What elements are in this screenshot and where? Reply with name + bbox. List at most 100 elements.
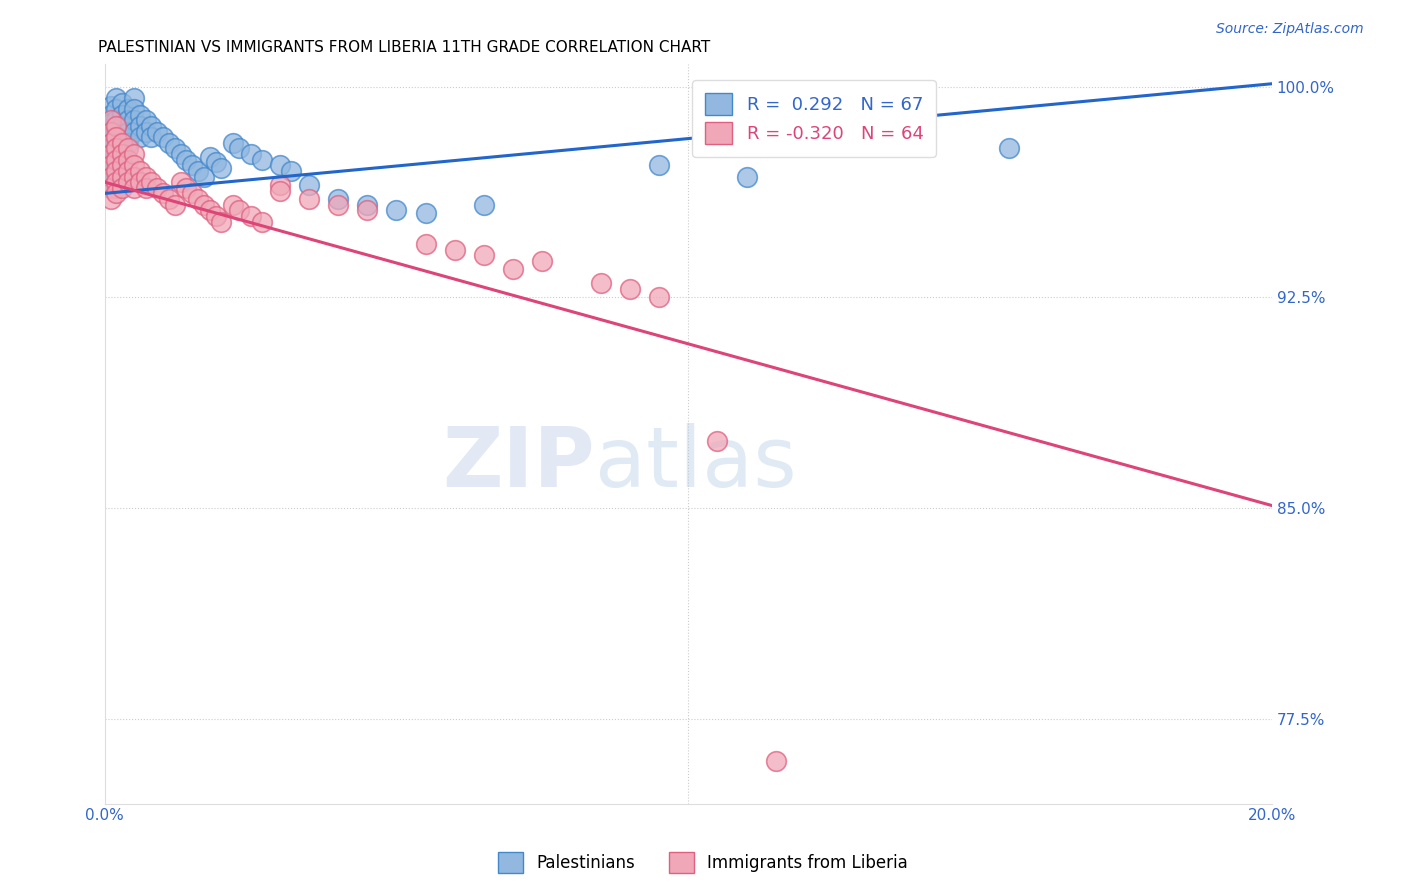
Point: [128, 119, 150, 133]
Point: [146, 181, 169, 195]
Point: [111, 108, 134, 122]
Point: [117, 124, 139, 138]
Point: [105, 186, 128, 201]
Text: atlas: atlas: [595, 423, 797, 504]
Point: [181, 158, 204, 172]
Point: [169, 147, 191, 161]
Point: [111, 164, 134, 178]
Point: [298, 192, 321, 206]
Point: [100, 136, 122, 150]
Point: [100, 147, 122, 161]
Point: [735, 169, 758, 184]
Point: [209, 161, 232, 175]
Point: [239, 147, 262, 161]
Point: [356, 197, 378, 211]
Point: [100, 181, 122, 195]
Point: [105, 164, 128, 178]
Point: [100, 108, 122, 122]
Point: [100, 169, 122, 184]
Point: [385, 203, 408, 218]
Text: PALESTINIAN VS IMMIGRANTS FROM LIBERIA 11TH GRADE CORRELATION CHART: PALESTINIAN VS IMMIGRANTS FROM LIBERIA 1…: [98, 40, 710, 55]
Point: [765, 755, 787, 769]
Point: [415, 237, 437, 252]
Point: [111, 141, 134, 155]
Point: [648, 158, 671, 172]
Point: [502, 262, 524, 277]
Point: [135, 124, 157, 138]
Point: [204, 155, 226, 169]
Point: [135, 181, 157, 195]
Point: [472, 248, 495, 262]
Point: [128, 130, 150, 145]
Legend: R =  0.292   N = 67, R = -0.320   N = 64: R = 0.292 N = 67, R = -0.320 N = 64: [692, 80, 936, 157]
Point: [204, 209, 226, 223]
Point: [181, 186, 204, 201]
Point: [122, 91, 145, 105]
Point: [105, 102, 128, 116]
Point: [128, 175, 150, 189]
Point: [100, 147, 122, 161]
Point: [111, 130, 134, 145]
Point: [648, 290, 671, 304]
Point: [356, 203, 378, 218]
Point: [117, 136, 139, 150]
Point: [157, 192, 180, 206]
Point: [157, 136, 180, 150]
Point: [100, 113, 122, 128]
Point: [176, 181, 198, 195]
Point: [105, 113, 128, 128]
Point: [152, 186, 174, 201]
Point: [269, 178, 291, 192]
Point: [280, 164, 302, 178]
Point: [100, 158, 122, 172]
Point: [111, 96, 134, 111]
Point: [105, 175, 128, 189]
Point: [122, 181, 145, 195]
Point: [100, 158, 122, 172]
Point: [589, 277, 612, 291]
Point: [269, 158, 291, 172]
Point: [198, 203, 221, 218]
Point: [100, 124, 122, 138]
Point: [105, 91, 128, 105]
Point: [100, 99, 122, 113]
Point: [706, 434, 728, 448]
Point: [298, 178, 321, 192]
Point: [117, 102, 139, 116]
Point: [163, 197, 186, 211]
Point: [105, 169, 128, 184]
Point: [141, 119, 163, 133]
Text: Source: ZipAtlas.com: Source: ZipAtlas.com: [1216, 22, 1364, 37]
Point: [105, 124, 128, 138]
Legend: Palestinians, Immigrants from Liberia: Palestinians, Immigrants from Liberia: [492, 846, 914, 880]
Point: [128, 164, 150, 178]
Point: [100, 136, 122, 150]
Point: [269, 184, 291, 198]
Point: [852, 121, 875, 136]
Point: [105, 153, 128, 167]
Point: [326, 192, 349, 206]
Point: [105, 119, 128, 133]
Point: [111, 136, 134, 150]
Point: [169, 175, 191, 189]
Point: [222, 197, 245, 211]
Point: [122, 113, 145, 128]
Point: [117, 175, 139, 189]
Point: [193, 169, 215, 184]
Point: [111, 158, 134, 172]
Point: [141, 130, 163, 145]
Point: [998, 141, 1021, 155]
Point: [117, 153, 139, 167]
Point: [135, 169, 157, 184]
Point: [135, 113, 157, 128]
Point: [187, 164, 209, 178]
Point: [415, 206, 437, 220]
Point: [111, 153, 134, 167]
Point: [122, 147, 145, 161]
Point: [100, 192, 122, 206]
Point: [105, 136, 128, 150]
Text: ZIP: ZIP: [443, 423, 595, 504]
Point: [122, 158, 145, 172]
Point: [122, 169, 145, 184]
Point: [105, 158, 128, 172]
